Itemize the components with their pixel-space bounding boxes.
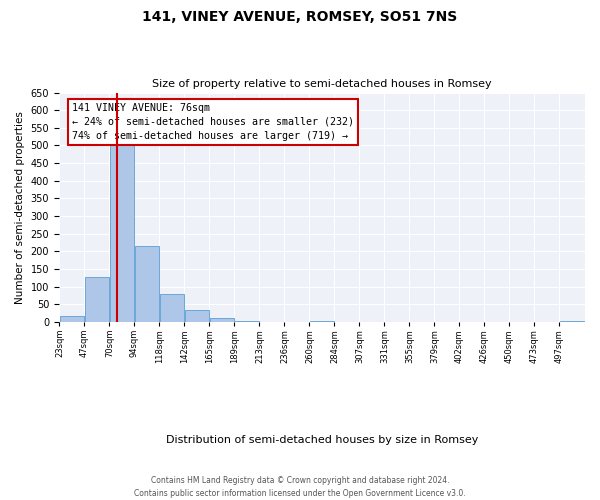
Text: Contains HM Land Registry data © Crown copyright and database right 2024.
Contai: Contains HM Land Registry data © Crown c… xyxy=(134,476,466,498)
Y-axis label: Number of semi-detached properties: Number of semi-detached properties xyxy=(15,111,25,304)
Bar xyxy=(134,246,159,322)
X-axis label: Distribution of semi-detached houses by size in Romsey: Distribution of semi-detached houses by … xyxy=(166,435,478,445)
Text: 141, VINEY AVENUE, ROMSEY, SO51 7NS: 141, VINEY AVENUE, ROMSEY, SO51 7NS xyxy=(142,10,458,24)
Bar xyxy=(59,316,84,322)
Bar xyxy=(85,277,109,322)
Bar xyxy=(110,142,134,322)
Bar xyxy=(209,318,234,322)
Text: 141 VINEY AVENUE: 76sqm
← 24% of semi-detached houses are smaller (232)
74% of s: 141 VINEY AVENUE: 76sqm ← 24% of semi-de… xyxy=(72,103,354,141)
Bar xyxy=(185,310,209,322)
Bar xyxy=(235,321,259,322)
Bar xyxy=(160,294,184,322)
Title: Size of property relative to semi-detached houses in Romsey: Size of property relative to semi-detach… xyxy=(152,79,492,89)
